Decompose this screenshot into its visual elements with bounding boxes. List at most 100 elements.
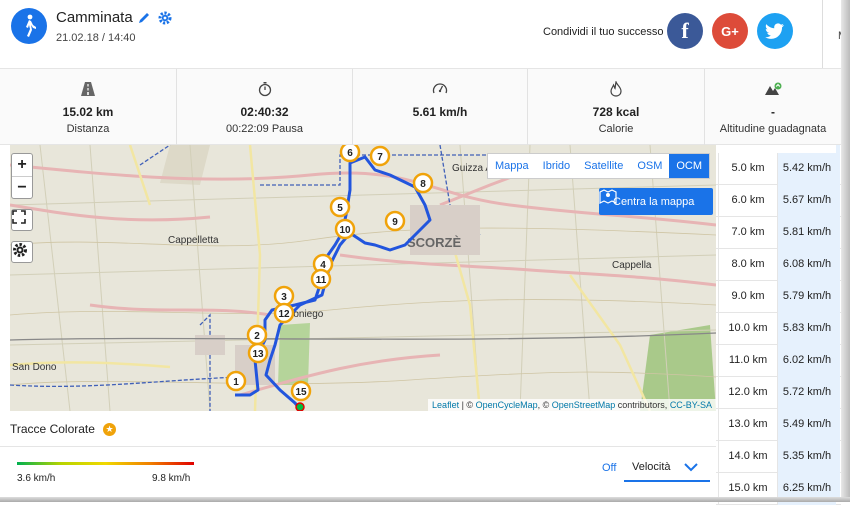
route-marker[interactable]: 13 [247,342,269,364]
zoom-in-button[interactable]: + [17,156,27,173]
svg-text:10: 10 [339,225,351,236]
svg-text:6: 6 [347,148,353,159]
map-label: SCORZÈ [407,235,462,250]
layer-mappa[interactable]: Mappa [495,160,529,172]
route-marker[interactable]: 1 [225,370,247,392]
stat-value: 15.02 km [62,105,114,119]
stat-elevation: - Altitudine guadagnata [705,69,841,146]
route-marker[interactable]: 8 [412,172,434,194]
zoom-control: + − [11,153,33,199]
svg-text:9: 9 [392,217,398,228]
svg-text:12: 12 [278,309,290,320]
splits-table: 5.0 km 5.42 km/h 6.0 km 5.67 km/h 7.0 km 5.… [716,145,841,505]
mountain-up-icon [765,82,782,95]
route-marker[interactable]: 12 [273,302,295,324]
svg-text:2: 2 [254,331,260,342]
stopwatch-icon [258,82,271,97]
split-speed: 5.42 km/h [778,153,836,185]
colored-tracks-off-link[interactable]: Off [602,462,617,474]
legend-max-label: 9.8 km/h [152,473,191,484]
opencyclemap-link[interactable]: OpenCycleMap [475,400,538,410]
map-label: Cappelletta [168,235,219,246]
route-marker[interactable]: 5 [329,196,351,218]
stat-label: Calorie [598,123,634,135]
license-link[interactable]: CC-BY-SA [669,400,712,410]
edit-pencil-icon[interactable] [136,10,152,26]
fullscreen-button[interactable] [11,209,33,231]
twitter-share-button[interactable] [757,13,793,49]
route-end-dot [295,402,305,411]
table-row: 8.0 km 6.08 km/h [716,249,841,281]
layer-satellite[interactable]: Satellite [584,160,624,172]
split-speed: 6.02 km/h [778,345,836,377]
layer-ibrido[interactable]: Ibrido [542,160,571,172]
route-marker[interactable]: 3 [273,285,295,307]
table-row: 11.0 km 6.02 km/h [716,345,841,377]
colored-tracks-title: Tracce Colorate [10,422,95,436]
dropdown-selected-value: Velocità [632,461,671,473]
share-text: Condividi il tuo successo [543,26,664,38]
route-map[interactable]: Guizza Al Cappelletta SCORZÈ Cappella Sa… [10,145,716,411]
split-distance: 8.0 km [718,249,778,281]
road-icon [81,82,95,96]
svg-text:13: 13 [252,349,264,360]
map-label: San Dono [12,362,57,373]
table-row: 10.0 km 5.83 km/h [716,313,841,345]
map-settings-button[interactable] [11,241,33,263]
premium-star-icon: ★ [103,423,116,436]
split-speed: 6.08 km/h [778,249,836,281]
map-label: Moniego [285,309,324,320]
center-map-button[interactable]: Centra la mappa [599,188,713,215]
split-distance: 10.0 km [718,313,778,345]
route-marker[interactable]: 7 [369,145,391,167]
speed-gradient-legend [17,462,194,465]
route-marker[interactable]: 11 [310,268,332,290]
stat-label: Altitudine guadagnata [719,123,827,135]
split-speed: 5.72 km/h [778,377,836,409]
map-label: Guizza Al [452,163,494,174]
window-shadow-right [841,0,850,502]
attribution-sep: | © [459,400,476,410]
split-distance: 12.0 km [718,377,778,409]
gear-icon[interactable] [157,10,173,26]
stat-value: - [771,105,775,119]
split-distance: 7.0 km [718,217,778,249]
leaflet-link[interactable]: Leaflet [432,400,460,410]
split-speed: 5.83 km/h [778,313,836,345]
stat-duration: 02:40:32 00:22:09 Pausa [177,69,353,146]
route-marker[interactable]: 10 [334,218,356,240]
stat-value: 5.61 km/h [412,105,468,119]
track-metric-dropdown[interactable]: Velocità [624,455,710,482]
speedometer-icon [432,83,448,94]
stat-label: 00:22:09 Pausa [225,123,304,135]
route-marker[interactable]: 6 [339,145,361,163]
activity-title: Camminata [56,9,133,26]
table-row: 14.0 km 5.35 km/h [716,441,841,473]
layer-osm[interactable]: OSM [637,160,663,172]
flame-icon [610,81,622,97]
route-marker[interactable]: 9 [384,210,406,232]
activity-header: Camminata 21.02.18 / 14:40 Condividi il … [0,0,850,68]
zoom-out-button[interactable]: − [12,176,32,198]
window-shadow-bottom [0,497,850,502]
split-distance: 5.0 km [718,153,778,185]
split-distance: 14.0 km [718,441,778,473]
map-tiles: Guizza Al Cappelletta SCORZÈ Cappella Sa… [10,145,716,411]
layer-ocm[interactable]: OCM [669,154,710,178]
divider [0,446,716,447]
facebook-share-button[interactable]: f [667,13,703,49]
table-row: 9.0 km 5.79 km/h [716,281,841,313]
split-speed: 5.49 km/h [778,409,836,441]
svg-text:7: 7 [377,152,383,163]
map-pin-icon [599,189,617,204]
google-plus-share-button[interactable]: G+ [712,13,748,49]
route-marker[interactable]: 15 [290,380,312,402]
center-map-label: Centra la mappa [613,195,695,208]
route-marker[interactable]: 2 [246,324,268,346]
openstreetmap-link[interactable]: OpenStreetMap [551,400,616,410]
split-distance: 9.0 km [718,281,778,313]
stat-label: Distanza [66,123,110,135]
colored-tracks-panel: Tracce Colorate ★ 3.6 km/h 9.8 km/h Off … [0,411,716,502]
svg-text:1: 1 [233,377,239,388]
svg-text:4: 4 [320,260,326,271]
